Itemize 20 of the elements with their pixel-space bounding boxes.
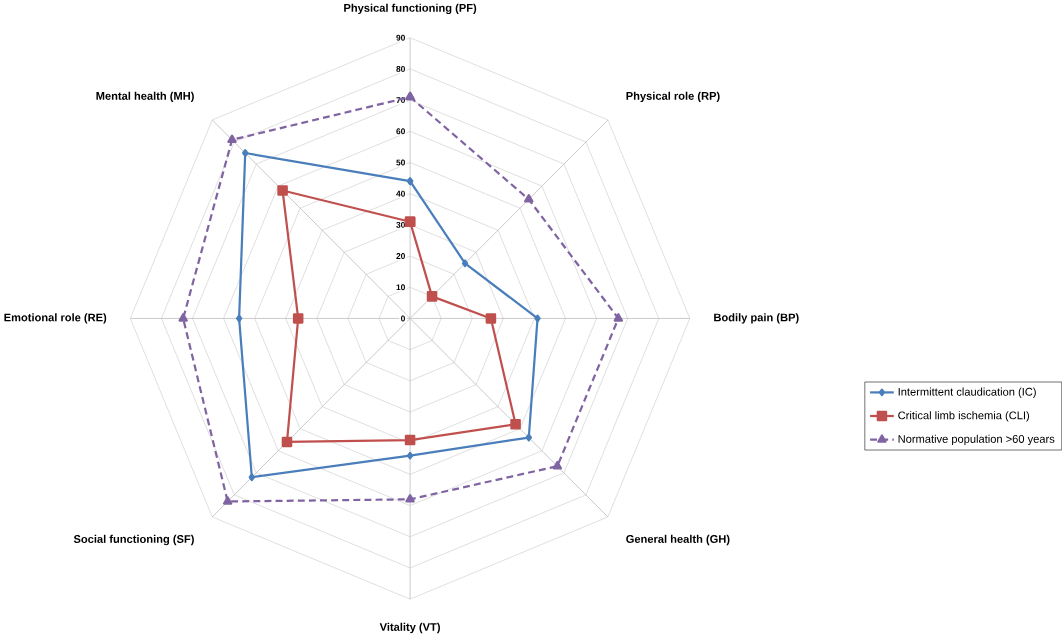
spoke-label: Mental health (MH): [96, 91, 194, 103]
y-tick-label: 0: [401, 315, 405, 322]
legend-label: Normative population >60 years: [898, 434, 1055, 446]
y-tick-label: 60: [396, 128, 405, 135]
y-tick-label: 20: [396, 253, 405, 260]
y-tick-label: 30: [396, 221, 405, 228]
spoke-label: Vitality (VT): [379, 622, 440, 634]
spoke-label: Emotional role (RE): [4, 313, 107, 324]
spoke-label: Physical functioning (PF): [344, 3, 477, 15]
y-tick-label: 40: [396, 190, 405, 197]
y-tick-label: 10: [396, 284, 405, 291]
spoke-label: Bodily pain (BP): [714, 313, 799, 324]
legend-label: Critical limb ischemia (CLI): [898, 411, 1030, 422]
y-tick-label: 50: [396, 159, 405, 166]
y-tick-label: 80: [396, 66, 405, 72]
spoke-label: General health (GH): [626, 534, 730, 546]
spoke-label: Social functioning (SF): [73, 534, 194, 546]
legend-label: Intermittent claudication (IC): [898, 387, 1036, 398]
y-tick-label: 90: [396, 34, 405, 41]
spoke-label: Physical role (RP): [626, 91, 720, 103]
